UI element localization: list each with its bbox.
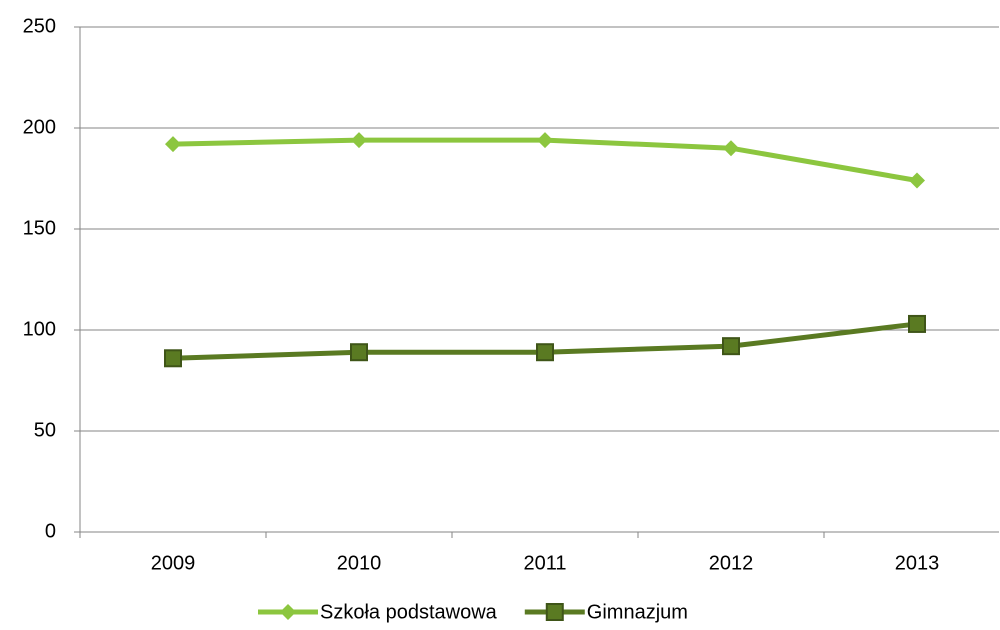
legend-label: Gimnazjum bbox=[587, 601, 688, 623]
x-tick-label: 2011 bbox=[523, 552, 566, 574]
y-tick-label: 200 bbox=[23, 116, 56, 138]
marker bbox=[722, 337, 740, 356]
x-tick-label: 2013 bbox=[895, 552, 940, 574]
marker bbox=[351, 132, 367, 149]
marker bbox=[350, 343, 368, 362]
marker bbox=[280, 604, 296, 620]
marker bbox=[909, 172, 925, 189]
marker bbox=[165, 136, 181, 153]
legend: Szkoła podstawowa Gimnazjum bbox=[258, 601, 688, 623]
marker bbox=[908, 314, 926, 333]
marker bbox=[164, 349, 182, 368]
legend-label: Szkoła podstawowa bbox=[320, 601, 498, 623]
marker bbox=[537, 132, 553, 149]
marker bbox=[723, 140, 739, 157]
y-tick-label: 50 bbox=[34, 419, 56, 441]
marker bbox=[536, 343, 554, 362]
y-tick-label: 250 bbox=[23, 15, 56, 37]
y-tick-label: 0 bbox=[45, 520, 56, 542]
y-tick-label: 100 bbox=[23, 318, 56, 340]
x-tick-label: 2009 bbox=[151, 552, 196, 574]
y-tick-label: 150 bbox=[23, 217, 56, 239]
x-tick-label: 2012 bbox=[709, 552, 754, 574]
x-tick-label: 2010 bbox=[337, 552, 382, 574]
marker bbox=[545, 603, 564, 621]
